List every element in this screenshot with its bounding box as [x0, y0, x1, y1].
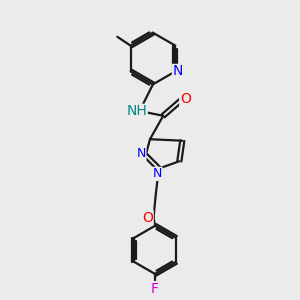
Text: N: N	[172, 64, 183, 78]
Text: N: N	[153, 167, 162, 180]
Text: O: O	[180, 92, 191, 106]
Text: F: F	[151, 282, 159, 296]
Text: N: N	[136, 147, 146, 161]
Text: NH: NH	[126, 104, 147, 118]
Text: O: O	[142, 211, 153, 225]
